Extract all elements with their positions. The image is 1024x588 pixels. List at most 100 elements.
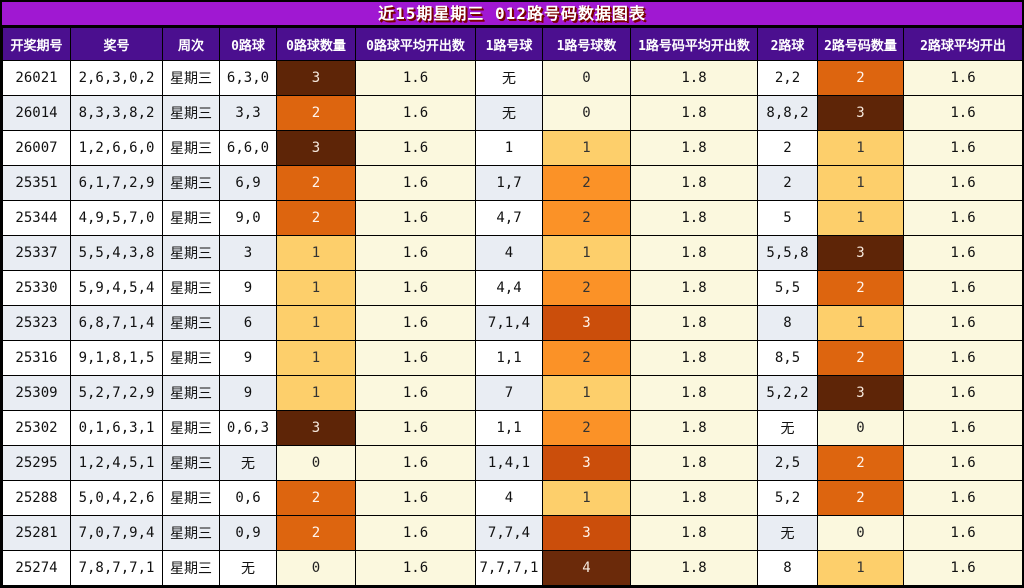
cell-r1_balls: 1,1: [475, 340, 543, 376]
column-header-r0_avg: 0路球平均开出数: [355, 27, 476, 61]
cell-prize: 2,6,3,0,2: [70, 60, 163, 96]
cell-r1_avg: 1.8: [630, 235, 758, 271]
table-row: 25274 7,8,7,7,1 星期三无 0 1.6 7,7,7,1 4 1.8 8 1 1.6: [2, 550, 1022, 586]
cell-r1_balls: 4: [475, 480, 543, 516]
cell-r2_count: 0: [817, 515, 904, 551]
cell-r0_avg: 1.6: [355, 165, 476, 201]
cell-r1_avg: 1.8: [630, 200, 758, 236]
cell-r0_avg: 1.6: [355, 445, 476, 481]
cell-r1_count: 3: [542, 445, 631, 481]
cell-prize: 4,9,5,7,0: [70, 200, 163, 236]
cell-r1_avg: 1.8: [630, 60, 758, 96]
cell-r2_balls: 5: [757, 200, 818, 236]
cell-r1_avg: 1.8: [630, 445, 758, 481]
table-row: 25316 9,1,8,1,5 星期三 9 1 1.6 1,1 2 1.8 8,5 2 1.6: [2, 340, 1022, 376]
column-header-r1_count: 1路号球数: [542, 27, 631, 61]
cell-r0_count: 1: [276, 340, 356, 376]
cell-r0_count: 2: [276, 200, 356, 236]
cell-r1_balls: 4: [475, 235, 543, 271]
cell-r0_balls: 0,6,3: [219, 410, 277, 446]
cell-period: 25323: [2, 305, 71, 341]
table-row: 25309 5,2,7,2,9 星期三 9 1 1.6 7 1 1.8 5,2,2 3 1.6: [2, 375, 1022, 411]
cell-r0_avg: 1.6: [355, 550, 476, 586]
cell-r2_avg: 1.6: [903, 95, 1022, 131]
table-row: 25281 7,0,7,9,4 星期三 0,9 2 1.6 7,7,4 3 1.8 无 0 1.6: [2, 515, 1022, 551]
cell-r1_avg: 1.8: [630, 95, 758, 131]
data-table: 开奖期号 奖号 周次 0路球 0路球数量 0路球平均开出数 1路号球 1路号球数 1路号码平均开…: [2, 27, 1022, 586]
cell-r2_count: 1: [817, 200, 904, 236]
cell-r0_count: 0: [276, 550, 356, 586]
cell-r2_count: 1: [817, 130, 904, 166]
cell-r2_avg: 1.6: [903, 60, 1022, 96]
cell-r2_balls: 8,5: [757, 340, 818, 376]
cell-r2_balls: 8,8,2: [757, 95, 818, 131]
column-header-prize: 奖号: [70, 27, 163, 61]
column-header-period: 开奖期号: [2, 27, 71, 61]
cell-r1_count: 1: [542, 235, 631, 271]
cell-period: 25330: [2, 270, 71, 306]
cell-r2_balls: 无: [757, 515, 818, 551]
table-row: 26007 1,2,6,6,0 星期三 6,6,0 3 1.6 1 1 1.8 2 1 1.6: [2, 130, 1022, 166]
cell-week: 星期三: [162, 340, 220, 376]
cell-prize: 5,2,7,2,9: [70, 375, 163, 411]
cell-r2_balls: 2,2: [757, 60, 818, 96]
cell-r2_avg: 1.6: [903, 305, 1022, 341]
cell-r0_avg: 1.6: [355, 410, 476, 446]
cell-r0_balls: 9,0: [219, 200, 277, 236]
cell-period: 25274: [2, 550, 71, 586]
column-header-r2_count: 2路号码数量: [817, 27, 904, 61]
cell-r2_balls: 8: [757, 305, 818, 341]
cell-r2_avg: 1.6: [903, 515, 1022, 551]
cell-prize: 6,1,7,2,9: [70, 165, 163, 201]
table-row: 25344 4,9,5,7,0 星期三 9,0 2 1.6 4,7 2 1.8 5 1 1.6: [2, 200, 1022, 236]
cell-week: 星期三: [162, 480, 220, 516]
cell-r2_avg: 1.6: [903, 200, 1022, 236]
cell-week: 星期三: [162, 200, 220, 236]
table-row: 25288 5,0,4,2,6 星期三 0,6 2 1.6 4 1 1.8 5,2 2 1.6: [2, 480, 1022, 516]
column-header-r1_avg: 1路号码平均开出数: [630, 27, 758, 61]
cell-r1_balls: 7,7,4: [475, 515, 543, 551]
cell-r0_balls: 9: [219, 340, 277, 376]
cell-r1_count: 0: [542, 95, 631, 131]
cell-r1_count: 4: [542, 550, 631, 586]
cell-r0_balls: 无: [219, 445, 277, 481]
cell-r2_count: 1: [817, 165, 904, 201]
column-header-r2_balls: 2路球: [757, 27, 818, 61]
header-row: 开奖期号 奖号 周次 0路球 0路球数量 0路球平均开出数 1路号球 1路号球数 1路号码平均开…: [2, 27, 1022, 61]
table-header: 开奖期号 奖号 周次 0路球 0路球数量 0路球平均开出数 1路号球 1路号球数 1路号码平均开…: [2, 27, 1022, 61]
table-row: 25295 1,2,4,5,1 星期三无 0 1.6 1,4,1 3 1.8 2,5 2 1.6: [2, 445, 1022, 481]
cell-r0_avg: 1.6: [355, 60, 476, 96]
cell-r2_avg: 1.6: [903, 270, 1022, 306]
cell-r0_avg: 1.6: [355, 515, 476, 551]
cell-r0_balls: 9: [219, 375, 277, 411]
cell-r0_avg: 1.6: [355, 95, 476, 131]
cell-prize: 7,8,7,7,1: [70, 550, 163, 586]
cell-period: 25302: [2, 410, 71, 446]
cell-r1_balls: 7,1,4: [475, 305, 543, 341]
cell-r1_avg: 1.8: [630, 480, 758, 516]
cell-r1_count: 2: [542, 410, 631, 446]
cell-r1_balls: 7,7,7,1: [475, 550, 543, 586]
cell-prize: 5,9,4,5,4: [70, 270, 163, 306]
cell-period: 25344: [2, 200, 71, 236]
cell-r1_balls: 4,4: [475, 270, 543, 306]
cell-r1_avg: 1.8: [630, 270, 758, 306]
column-header-r1_balls: 1路号球: [475, 27, 543, 61]
cell-r2_balls: 5,2,2: [757, 375, 818, 411]
cell-week: 星期三: [162, 375, 220, 411]
cell-r1_avg: 1.8: [630, 550, 758, 586]
column-header-r0_balls: 0路球: [219, 27, 277, 61]
cell-period: 25288: [2, 480, 71, 516]
cell-period: 25309: [2, 375, 71, 411]
cell-r0_avg: 1.6: [355, 130, 476, 166]
cell-r0_avg: 1.6: [355, 305, 476, 341]
cell-r0_count: 2: [276, 515, 356, 551]
cell-r1_avg: 1.8: [630, 130, 758, 166]
cell-r1_count: 2: [542, 165, 631, 201]
cell-prize: 7,0,7,9,4: [70, 515, 163, 551]
cell-r0_count: 2: [276, 95, 356, 131]
cell-r1_count: 2: [542, 200, 631, 236]
cell-r2_balls: 2,5: [757, 445, 818, 481]
cell-r0_balls: 6,9: [219, 165, 277, 201]
